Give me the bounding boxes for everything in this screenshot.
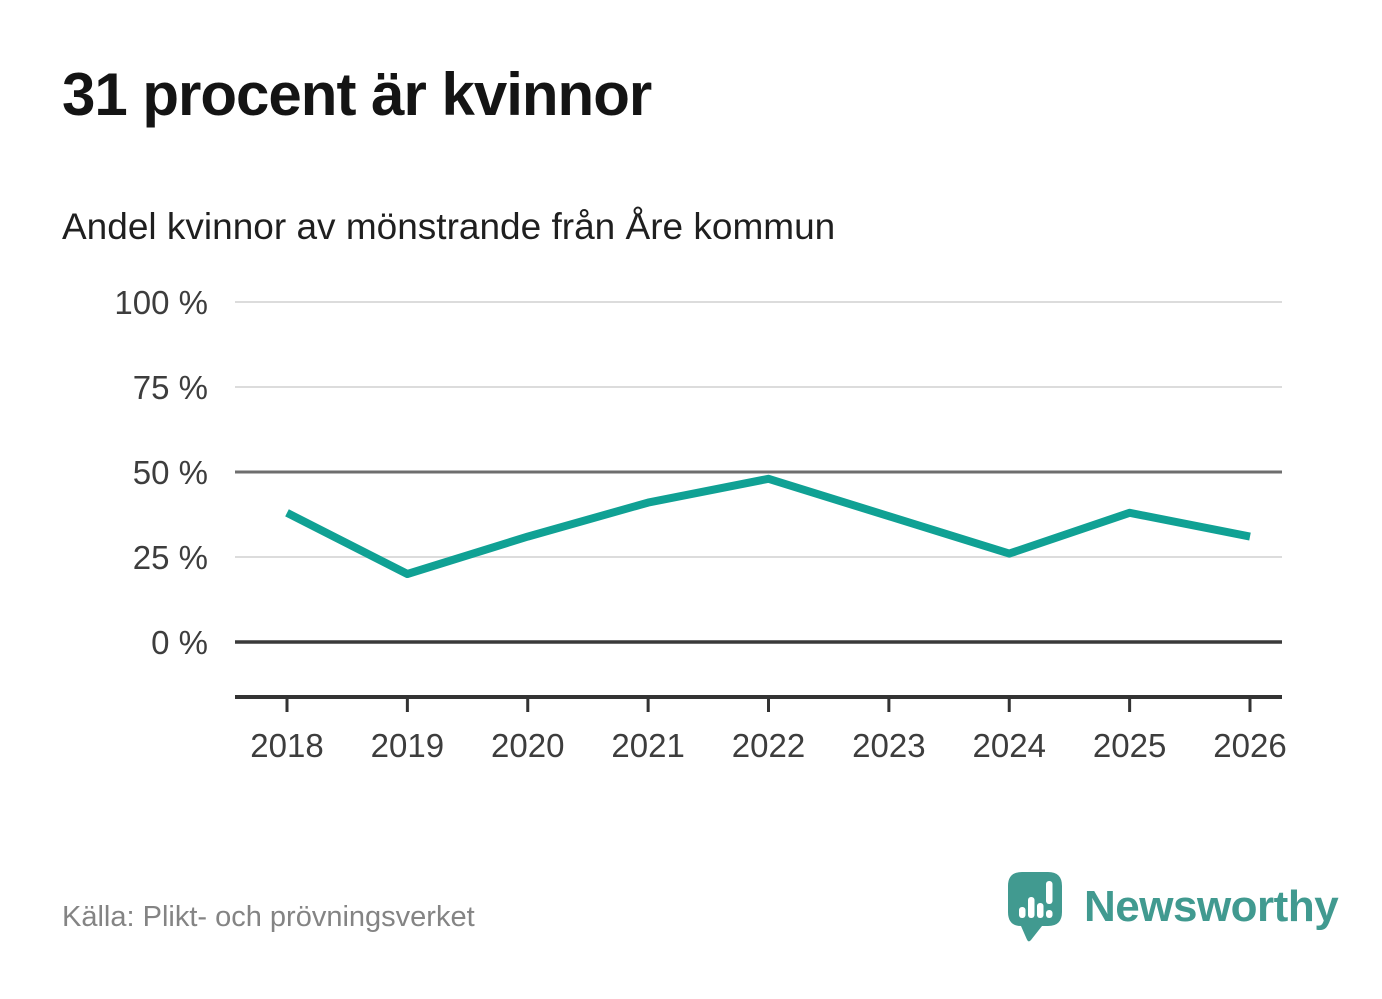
page-title: 31 procent är kvinnor xyxy=(62,61,652,128)
svg-text:2024: 2024 xyxy=(973,727,1046,764)
svg-text:75 %: 75 % xyxy=(133,369,208,406)
svg-text:0 %: 0 % xyxy=(151,624,208,661)
svg-text:2018: 2018 xyxy=(250,727,323,764)
svg-text:2019: 2019 xyxy=(371,727,444,764)
svg-text:2026: 2026 xyxy=(1213,727,1286,764)
source-note: Källa: Plikt- och prövningsverket xyxy=(62,901,475,933)
newsworthy-logo: Newsworthy xyxy=(1008,872,1339,942)
y-gridlines: 0 % 25 % 50 % 75 % 100 % xyxy=(114,284,1282,661)
data-line xyxy=(285,474,1251,578)
x-axis: 2018 2019 2020 2021 2022 2023 2024 2025 2026 xyxy=(235,695,1287,764)
svg-text:100 %: 100 % xyxy=(114,284,208,321)
svg-text:50 %: 50 % xyxy=(133,454,208,491)
svg-text:2025: 2025 xyxy=(1093,727,1166,764)
svg-text:2023: 2023 xyxy=(852,727,925,764)
speech-bubble-bar-chart-icon xyxy=(1008,872,1062,942)
chart-subtitle: Andel kvinnor av mönstrande från Åre kom… xyxy=(62,206,836,247)
brand-wordmark: Newsworthy xyxy=(1084,882,1339,931)
svg-text:2020: 2020 xyxy=(491,727,564,764)
svg-text:25 %: 25 % xyxy=(133,539,208,576)
svg-text:2021: 2021 xyxy=(611,727,684,764)
svg-text:2022: 2022 xyxy=(732,727,805,764)
